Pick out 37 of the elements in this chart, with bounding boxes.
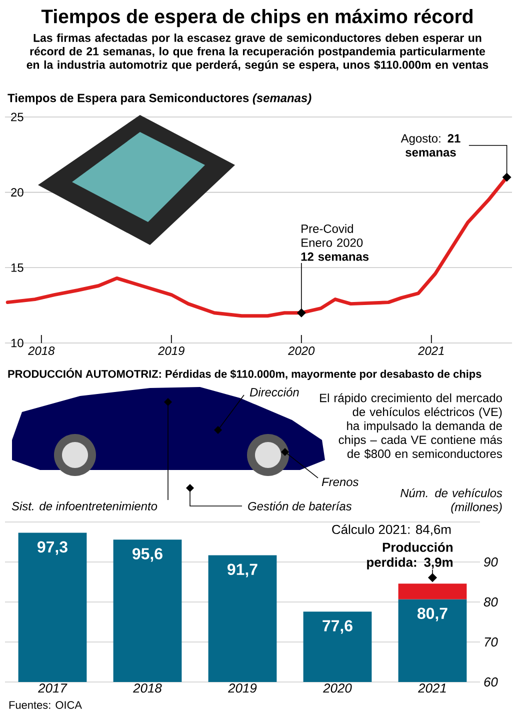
- x-tick-label: 2020: [288, 346, 315, 355]
- x-tick-label: 2017: [38, 684, 68, 693]
- text: Frenos: [322, 478, 358, 486]
- y-tick-label: 10: [11, 338, 24, 348]
- data-label: 97,3: [38, 541, 68, 555]
- y-tick-label: 70: [484, 637, 498, 647]
- x-tick-label: 2018: [133, 684, 162, 693]
- y-tick-label: 20: [11, 188, 24, 197]
- source-note: Fuentes: OICA: [9, 701, 82, 709]
- annotation: Pre-Covid Enero 2020 12 semanas: [301, 224, 369, 261]
- text: Dirección: [250, 388, 299, 396]
- text: Las firmas afectadas por la escasez grave de semiconductores deben esperar un récord de 21 semanas, lo que frena la recuperación postpandemia particularmente en la industria automotriz que perderá, según se espera, unos $110.000m en ventas: [26, 34, 488, 72]
- x-tick-label: 2019: [228, 684, 257, 693]
- data-label: 91,7: [228, 564, 258, 578]
- annotation: Agosto: 21 semanas: [400, 134, 460, 157]
- y-tick-label: 90: [484, 557, 498, 567]
- text: Tiempos de espera de chips en máximo récord: [41, 8, 472, 28]
- x-tick-label: 2021: [418, 684, 446, 693]
- chart-title: PRODUCCIÓN AUTOMOTRIZ: Pérdidas de $110.000m, mayormente por desabasto de chips: [8, 368, 482, 380]
- text: Gestión de baterías: [248, 502, 352, 510]
- y-tick-label: 25: [11, 112, 24, 122]
- x-tick-label: 2018: [28, 346, 55, 355]
- x-tick-label: 2019: [158, 346, 184, 355]
- y-tick-label: 80: [484, 597, 498, 607]
- y-tick-label: 60: [484, 677, 498, 687]
- data-label: 80,7: [417, 608, 448, 622]
- y-axis-title: Núm. de vehículos (millones): [400, 488, 502, 514]
- y-tick-label: 15: [11, 263, 24, 272]
- x-tick-label: 2021: [418, 346, 444, 355]
- text: Sist. de infoentretenimiento: [12, 502, 158, 510]
- data-label: 95,6: [132, 548, 162, 562]
- x-tick-label: 2020: [323, 684, 352, 693]
- text: El rápido crecimiento del mercado de vehículos eléctricos (VE) ha impulsado la demanda de chips – cada VE contiene más de $800 en semiconductores: [320, 393, 502, 459]
- data-label: 77,6: [322, 620, 352, 634]
- annotation: Cálculo 2021: 84,6m: [332, 524, 451, 536]
- chart-title: Tiempos de Espera para Semiconductores (semanas): [8, 93, 312, 105]
- annotation: Producción perdida: 3,9m: [367, 542, 453, 570]
